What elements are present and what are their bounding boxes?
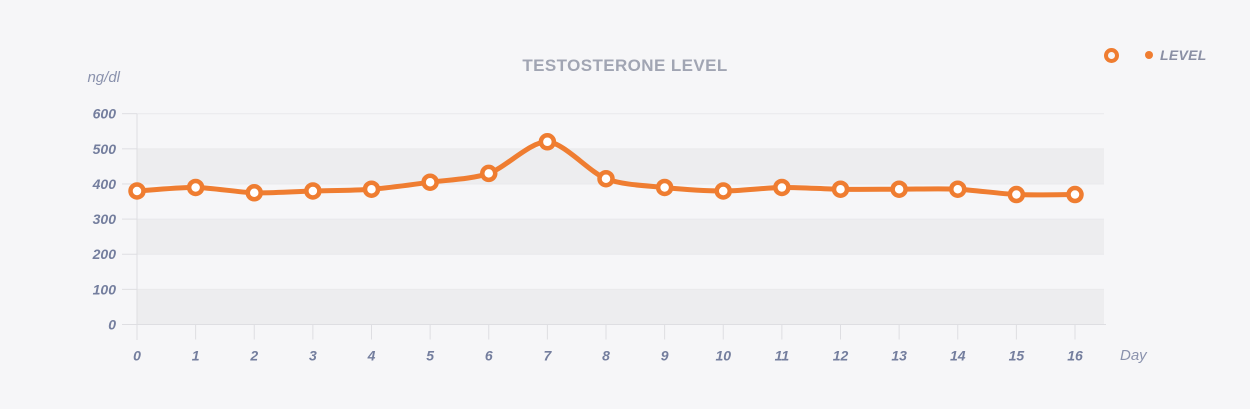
legend-label: LEVEL: [1160, 47, 1207, 63]
x-tick-label: 1: [192, 348, 200, 364]
x-tick-label: 14: [950, 348, 966, 364]
data-point-marker[interactable]: [831, 180, 850, 198]
data-point-marker[interactable]: [890, 180, 908, 198]
plot-band: [137, 148, 1104, 184]
x-tick-label: 10: [715, 348, 731, 364]
x-tick-label: 3: [309, 348, 317, 364]
y-tick-label: 500: [93, 141, 117, 157]
chart-title: TESTOSTERONE LEVEL: [522, 56, 728, 75]
data-point-marker[interactable]: [1066, 185, 1084, 204]
legend-item-level[interactable]: LEVEL: [1104, 47, 1207, 63]
series-bullet-icon: [1104, 47, 1119, 63]
x-tick-label: 11: [775, 348, 790, 364]
data-point-marker[interactable]: [655, 178, 674, 197]
data-point-marker[interactable]: [304, 182, 322, 200]
y-tick-label: 600: [93, 106, 117, 122]
x-axis-unit-label: Day: [1120, 347, 1147, 364]
y-tick-label: 300: [93, 211, 117, 227]
data-point-marker[interactable]: [949, 180, 967, 198]
x-tick-label: 0: [133, 348, 141, 364]
data-point-marker[interactable]: [773, 178, 791, 197]
data-point-marker[interactable]: [538, 133, 557, 151]
x-tick-label: 2: [249, 348, 258, 364]
data-point-marker[interactable]: [128, 182, 146, 200]
data-point-marker[interactable]: [480, 164, 498, 183]
x-tick-label: 9: [661, 348, 669, 364]
y-axis-unit-label: ng/dl: [87, 69, 120, 86]
x-tick-label: 7: [543, 348, 552, 364]
x-tick-label: 8: [602, 348, 610, 364]
legend-marker-icon: [1145, 51, 1153, 59]
y-tick-label: 200: [92, 246, 117, 262]
data-point-marker[interactable]: [421, 173, 439, 191]
plot-band: [137, 289, 1104, 325]
x-tick-label: 5: [426, 348, 434, 364]
x-tick-label: 16: [1067, 348, 1083, 364]
x-tick-label: 4: [367, 348, 376, 364]
y-tick-label: 0: [108, 317, 116, 333]
data-point-marker[interactable]: [597, 169, 615, 188]
data-point-marker[interactable]: [1007, 185, 1026, 204]
y-tick-label: 100: [93, 281, 117, 297]
x-tick-label: 13: [891, 348, 907, 364]
x-tick-label: 6: [485, 348, 493, 364]
data-point-marker[interactable]: [186, 178, 205, 197]
data-point-marker[interactable]: [714, 182, 732, 200]
data-point-marker[interactable]: [362, 180, 381, 198]
x-tick-label: 12: [833, 348, 849, 364]
plot-band: [137, 219, 1104, 255]
y-tick-label: 400: [92, 176, 117, 192]
data-point-marker[interactable]: [245, 184, 263, 202]
x-tick-label: 15: [1009, 348, 1025, 364]
